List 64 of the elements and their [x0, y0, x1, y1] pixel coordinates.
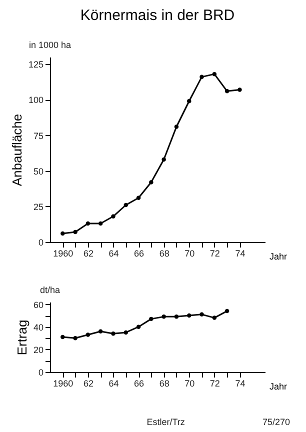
text: 75/270	[262, 417, 290, 427]
point	[174, 314, 179, 319]
x-tick-label: 62	[83, 248, 94, 258]
point	[98, 329, 103, 334]
point	[98, 221, 103, 226]
x-tick-label: 72	[210, 248, 220, 258]
x-tick-label: 1960	[53, 378, 74, 388]
y-tick-label: 50	[33, 166, 44, 176]
y-tick-label: 25	[33, 202, 44, 212]
x-tick-label: 70	[184, 248, 195, 258]
y-tick-label: 20	[33, 344, 44, 355]
point	[212, 72, 217, 76]
point	[136, 196, 141, 200]
x-tick-label: 66	[134, 248, 144, 258]
point	[162, 314, 166, 319]
x-tick-label: 72	[210, 378, 220, 388]
point	[186, 99, 192, 104]
x-axis-title: Jahr	[270, 382, 288, 392]
x-tick-label: 66	[134, 378, 144, 388]
x-tick-label: 68	[159, 248, 170, 258]
text: dt/ha	[40, 285, 60, 295]
point	[86, 332, 90, 337]
x-tick-label: 64	[108, 378, 119, 388]
point	[124, 330, 128, 335]
y-axis-title: Anbaufläche	[9, 114, 24, 186]
text: in 1000 ha	[28, 40, 72, 50]
point	[200, 312, 204, 317]
text: Estler/Trz	[146, 417, 186, 427]
point	[149, 316, 154, 322]
point	[238, 88, 242, 92]
point	[60, 334, 65, 340]
y-tick-label: 0	[38, 368, 44, 378]
x-tick-label: 62	[83, 378, 94, 388]
y-tick-label: 0	[38, 238, 44, 248]
point	[111, 331, 116, 336]
point	[136, 324, 141, 329]
point	[224, 89, 230, 94]
point	[200, 74, 204, 80]
x-tick-label: 68	[159, 378, 170, 388]
point	[224, 308, 230, 314]
x-tick-label: 64	[108, 248, 119, 258]
y-tick-label: 125	[28, 60, 44, 70]
point	[60, 231, 65, 236]
y-tick-label: 40	[33, 322, 44, 332]
point	[73, 230, 78, 234]
x-tick-label: 1960	[53, 248, 74, 258]
x-tick-label: 74	[235, 378, 246, 388]
point	[162, 157, 166, 162]
y-tick-label: 100	[28, 95, 44, 106]
point	[86, 221, 90, 226]
point	[149, 180, 154, 184]
y-axis-title: Ertrag	[14, 320, 30, 356]
x-tick-label: 74	[235, 248, 246, 258]
chart-title: Körnermais in der BRD	[80, 7, 235, 24]
point	[124, 202, 128, 208]
x-axis-title: Jahr	[270, 252, 288, 262]
point	[174, 124, 179, 129]
point	[73, 336, 78, 340]
point	[111, 214, 116, 218]
y-tick-label: 60	[33, 300, 44, 310]
y-tick-label: 75	[33, 130, 44, 141]
point	[212, 316, 217, 320]
point	[186, 313, 192, 318]
x-tick-label: 70	[184, 378, 195, 388]
